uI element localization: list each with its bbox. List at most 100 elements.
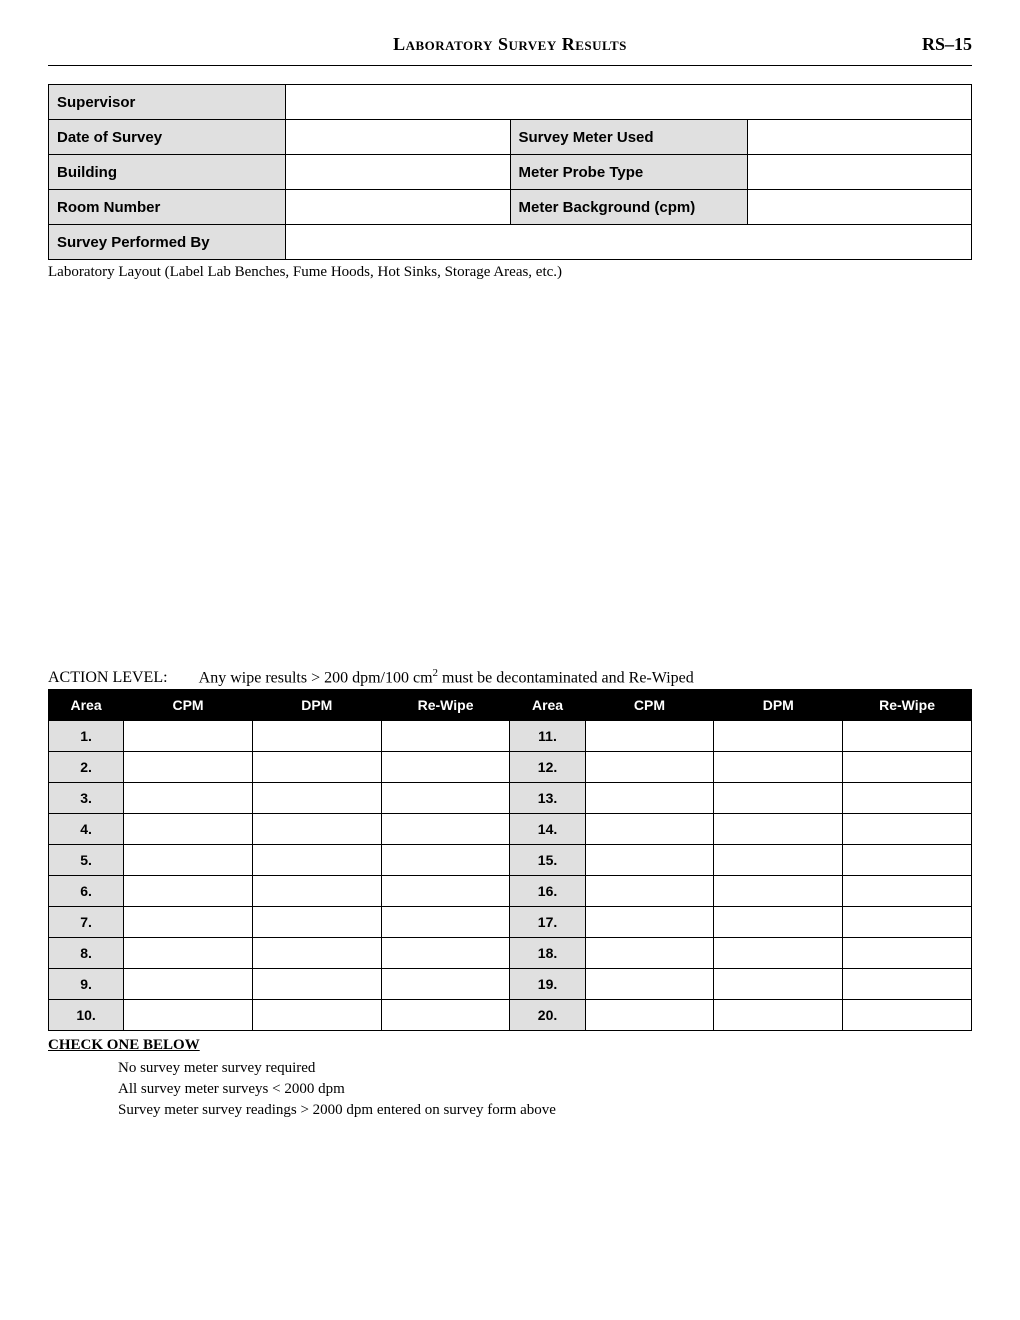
cpm-cell[interactable] (585, 907, 714, 938)
dpm-cell[interactable] (714, 721, 843, 752)
cpm-cell[interactable] (585, 783, 714, 814)
info-label: Room Number (49, 190, 286, 225)
action-level-suffix: must be decontaminated and Re-Wiped (438, 669, 694, 686)
cpm-cell[interactable] (124, 721, 253, 752)
rewipe-cell[interactable] (843, 1000, 972, 1031)
layout-note: Laboratory Layout (Label Lab Benches, Fu… (48, 264, 972, 281)
action-level-prefix: Any wipe results > 200 dpm/100 cm (199, 669, 433, 686)
dpm-cell[interactable] (252, 876, 381, 907)
cpm-cell[interactable] (585, 752, 714, 783)
dpm-cell[interactable] (252, 969, 381, 1000)
rewipe-cell[interactable] (843, 814, 972, 845)
dpm-cell[interactable] (252, 938, 381, 969)
cpm-cell[interactable] (124, 752, 253, 783)
check-heading: CHECK ONE BELOW (48, 1037, 972, 1054)
header-rule (48, 65, 972, 66)
cpm-cell[interactable] (124, 783, 253, 814)
results-header: CPM (585, 690, 714, 721)
info-label: Meter Background (cpm) (510, 190, 747, 225)
cpm-cell[interactable] (124, 907, 253, 938)
cpm-cell[interactable] (124, 876, 253, 907)
area-cell: 12. (510, 752, 585, 783)
info-value[interactable] (747, 120, 972, 155)
area-cell: 6. (49, 876, 124, 907)
dpm-cell[interactable] (714, 752, 843, 783)
area-cell: 8. (49, 938, 124, 969)
dpm-cell[interactable] (252, 907, 381, 938)
area-cell: 20. (510, 1000, 585, 1031)
area-cell: 11. (510, 721, 585, 752)
area-cell: 5. (49, 845, 124, 876)
dpm-cell[interactable] (252, 721, 381, 752)
area-cell: 14. (510, 814, 585, 845)
dpm-cell[interactable] (714, 938, 843, 969)
cpm-cell[interactable] (585, 1000, 714, 1031)
area-cell: 4. (49, 814, 124, 845)
area-cell: 15. (510, 845, 585, 876)
rewipe-cell[interactable] (381, 907, 510, 938)
area-cell: 16. (510, 876, 585, 907)
dpm-cell[interactable] (714, 783, 843, 814)
rewipe-cell[interactable] (843, 721, 972, 752)
rewipe-cell[interactable] (381, 938, 510, 969)
area-cell: 3. (49, 783, 124, 814)
results-header: CPM (124, 690, 253, 721)
dpm-cell[interactable] (252, 814, 381, 845)
info-value[interactable] (286, 190, 511, 225)
rewipe-cell[interactable] (843, 752, 972, 783)
dpm-cell[interactable] (252, 783, 381, 814)
rewipe-cell[interactable] (843, 876, 972, 907)
cpm-cell[interactable] (585, 814, 714, 845)
cpm-cell[interactable] (585, 845, 714, 876)
rewipe-cell[interactable] (381, 969, 510, 1000)
info-value[interactable] (286, 85, 972, 120)
area-cell: 2. (49, 752, 124, 783)
info-value[interactable] (286, 155, 511, 190)
info-label: Date of Survey (49, 120, 286, 155)
rewipe-cell[interactable] (843, 845, 972, 876)
rewipe-cell[interactable] (381, 721, 510, 752)
info-value[interactable] (747, 155, 972, 190)
rewipe-cell[interactable] (843, 969, 972, 1000)
info-value[interactable] (286, 225, 972, 260)
dpm-cell[interactable] (714, 814, 843, 845)
rewipe-cell[interactable] (843, 907, 972, 938)
cpm-cell[interactable] (124, 1000, 253, 1031)
area-cell: 17. (510, 907, 585, 938)
dpm-cell[interactable] (714, 876, 843, 907)
rewipe-cell[interactable] (381, 1000, 510, 1031)
dpm-cell[interactable] (252, 845, 381, 876)
results-header: Area (510, 690, 585, 721)
info-table: SupervisorDate of SurveySurvey Meter Use… (48, 84, 972, 260)
rewipe-cell[interactable] (843, 938, 972, 969)
action-level-line: ACTION LEVEL: Any wipe results > 200 dpm… (48, 667, 972, 687)
rewipe-cell[interactable] (381, 814, 510, 845)
area-cell: 1. (49, 721, 124, 752)
rewipe-cell[interactable] (381, 783, 510, 814)
cpm-cell[interactable] (124, 938, 253, 969)
cpm-cell[interactable] (124, 814, 253, 845)
cpm-cell[interactable] (124, 845, 253, 876)
results-table: AreaCPMDPMRe-WipeAreaCPMDPMRe-Wipe 1.11.… (48, 689, 972, 1031)
cpm-cell[interactable] (585, 938, 714, 969)
cpm-cell[interactable] (585, 721, 714, 752)
dpm-cell[interactable] (714, 907, 843, 938)
rewipe-cell[interactable] (843, 783, 972, 814)
dpm-cell[interactable] (714, 845, 843, 876)
dpm-cell[interactable] (252, 1000, 381, 1031)
rewipe-cell[interactable] (381, 845, 510, 876)
area-cell: 9. (49, 969, 124, 1000)
results-header: DPM (714, 690, 843, 721)
dpm-cell[interactable] (714, 1000, 843, 1031)
cpm-cell[interactable] (585, 876, 714, 907)
dpm-cell[interactable] (714, 969, 843, 1000)
area-cell: 7. (49, 907, 124, 938)
rewipe-cell[interactable] (381, 752, 510, 783)
rewipe-cell[interactable] (381, 876, 510, 907)
cpm-cell[interactable] (585, 969, 714, 1000)
cpm-cell[interactable] (124, 969, 253, 1000)
info-value[interactable] (747, 190, 972, 225)
info-value[interactable] (286, 120, 511, 155)
dpm-cell[interactable] (252, 752, 381, 783)
results-header: Re-Wipe (843, 690, 972, 721)
